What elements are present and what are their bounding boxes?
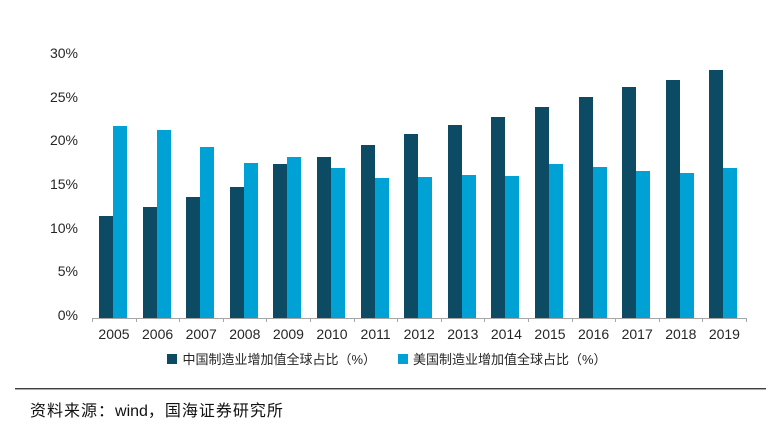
x-axis-tick: [571, 318, 573, 322]
y-axis-label: 25%: [49, 88, 78, 105]
legend-label: 美国制造业增加值全球占比（%）: [413, 352, 607, 367]
y-axis-label: 5%: [57, 263, 78, 280]
bar-series1-2015: [535, 107, 549, 318]
bar-series2-2019: [723, 168, 738, 318]
bar-series1-2009: [273, 164, 288, 318]
bar-series2-2013: [461, 175, 476, 318]
x-axis-label: 2011: [360, 326, 391, 342]
x-axis-tick: [222, 318, 224, 322]
bar-series1-2010: [317, 157, 331, 318]
plot-area: [92, 50, 747, 318]
x-axis-tick: [484, 318, 486, 322]
legend-item-2: 美国制造业增加值全球占比（%）: [398, 349, 607, 368]
bar-series1-2012: [404, 134, 419, 318]
x-axis-tick: [746, 318, 747, 322]
bar-chart: 0% 5% 10% 15% 20% 25% 30% 2005 2006 2007 2008 2009…: [0, 45, 774, 368]
bar-series1-2016: [578, 97, 593, 318]
source-label: 资料来源：: [30, 401, 116, 420]
bar-series1-2014: [491, 117, 506, 318]
legend-swatch: [398, 353, 408, 364]
x-axis-label: 2017: [621, 326, 653, 342]
bar-series1-2008: [229, 187, 244, 318]
x-axis-label: 2013: [447, 326, 479, 342]
x-axis-tick: [702, 318, 704, 322]
bar-series2-2012: [418, 177, 433, 318]
bar-series1-2006: [142, 207, 157, 318]
y-axis-label: 10%: [49, 219, 78, 236]
x-axis-tick: [397, 318, 399, 322]
legend-item-1: 中国制造业增加值全球占比（%）: [167, 349, 376, 368]
x-axis-label: 2014: [490, 326, 522, 342]
x-axis-label: 2012: [403, 326, 435, 342]
x-axis-tick: [266, 318, 268, 322]
y-axis-label: 30%: [49, 45, 78, 61]
chart-legend: 中国制造业增加值全球占比（%） 美国制造业增加值全球占比（%）: [0, 349, 774, 368]
bar-series2-2007: [200, 147, 215, 318]
bar-series1-2011: [360, 145, 375, 318]
bar-series1-2007: [186, 197, 201, 318]
footer-divider: [15, 388, 766, 390]
x-axis-label: 2015: [534, 326, 566, 342]
x-axis-line: [92, 318, 747, 319]
x-axis-tick: [310, 318, 311, 322]
bar-series1-2017: [622, 87, 637, 318]
bar-series2-2016: [592, 167, 607, 318]
x-axis-tick: [135, 318, 137, 322]
x-axis-label: 2009: [272, 326, 304, 342]
bar-series2-2005: [113, 126, 127, 318]
source-note: 资料来源：wind，国海证券研究所: [30, 397, 284, 421]
bar-series1-2019: [709, 70, 724, 318]
source-org: ，国海证券研究所: [147, 401, 284, 420]
x-axis-label: 2008: [229, 326, 261, 342]
x-axis-label: 2005: [98, 326, 130, 342]
x-axis-label: 2019: [708, 326, 740, 342]
legend-label: 中国制造业增加值全球占比（%）: [182, 352, 376, 367]
bar-series2-2014: [505, 176, 520, 318]
bar-series2-2015: [549, 164, 563, 318]
y-axis-label: 20%: [49, 132, 78, 149]
y-axis-label: 15%: [49, 176, 78, 192]
x-axis-tick: [615, 318, 617, 322]
x-axis-label: 2006: [142, 326, 174, 342]
x-axis-label: 2007: [185, 326, 217, 342]
x-axis-tick: [92, 318, 93, 322]
bar-series1-2013: [447, 125, 462, 318]
x-axis-tick: [440, 318, 442, 322]
x-axis-label: 2018: [665, 326, 697, 342]
x-axis-tick: [179, 318, 181, 322]
x-axis-tick: [353, 318, 355, 322]
legend-swatch: [167, 353, 178, 364]
x-axis-label: 2016: [578, 326, 610, 342]
bar-series2-2006: [156, 130, 171, 318]
x-axis-tick: [528, 318, 529, 322]
bar-series2-2011: [374, 178, 389, 318]
x-axis-label: 2010: [316, 326, 348, 342]
bar-series1-2005: [99, 216, 113, 318]
y-axis-label: 0%: [57, 307, 78, 323]
bar-series2-2017: [636, 171, 651, 318]
x-axis-tick: [658, 318, 660, 322]
bar-series2-2008: [243, 163, 258, 318]
source-provider: wind: [115, 403, 148, 420]
bar-series2-2010: [331, 168, 345, 318]
bar-series1-2018: [665, 80, 680, 318]
bar-series2-2009: [287, 157, 302, 318]
bar-series2-2018: [679, 173, 694, 318]
